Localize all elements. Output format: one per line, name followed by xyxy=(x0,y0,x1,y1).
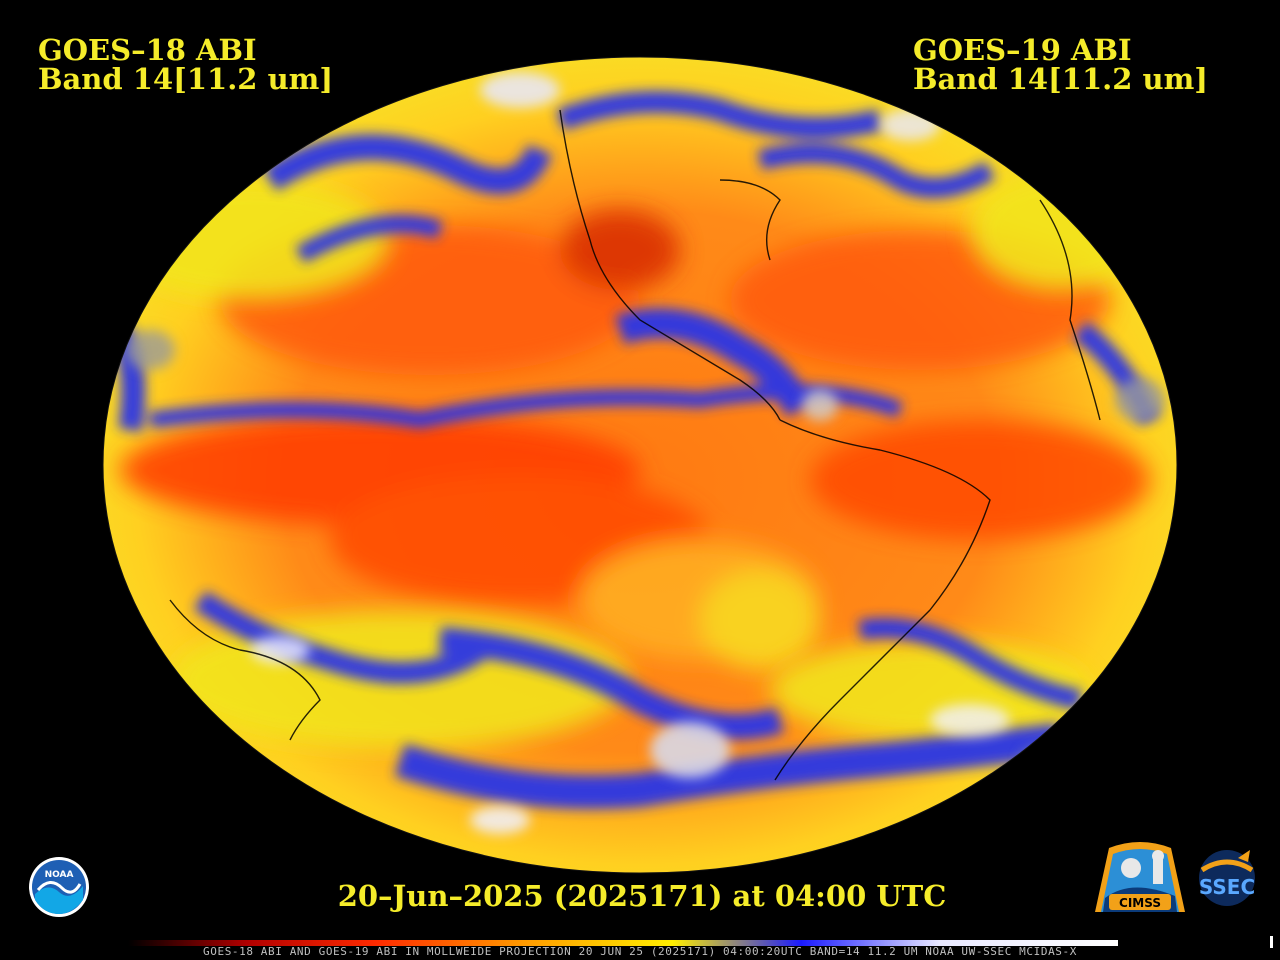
footer-caption: GOES-18 ABI AND GOES-19 ABI IN MOLLWEIDE… xyxy=(203,945,1077,958)
svg-text:SSEC: SSEC xyxy=(1199,875,1255,899)
color-scale-bar xyxy=(128,940,1118,946)
svg-text:NOAA: NOAA xyxy=(45,870,74,880)
title-left-satellite: GOES–18 ABI xyxy=(38,33,257,67)
image-timestamp: 20–Jun–2025 (2025171) at 04:00 UTC xyxy=(337,879,947,913)
title-left-band: Band 14[11.2 um] xyxy=(38,62,334,96)
ssec-logo: SSEC xyxy=(1199,850,1255,906)
title-right-satellite: GOES–19 ABI xyxy=(912,33,1132,67)
cimss-logo: CIMSS xyxy=(1095,842,1185,912)
corner-marker xyxy=(1270,936,1273,948)
title-right-band: Band 14[11.2 um] xyxy=(912,62,1208,96)
noaa-logo: NOAA xyxy=(29,857,89,917)
title-left: GOES–18 ABI Band 14[11.2 um] xyxy=(38,36,333,94)
title-right: GOES–19 ABI Band 14[11.2 um] xyxy=(913,36,1208,94)
svg-text:CIMSS: CIMSS xyxy=(1119,896,1161,910)
